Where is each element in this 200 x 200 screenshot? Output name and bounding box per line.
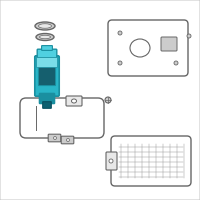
Ellipse shape xyxy=(118,31,122,35)
Ellipse shape xyxy=(118,61,122,65)
Ellipse shape xyxy=(40,35,50,39)
Ellipse shape xyxy=(35,22,55,30)
Ellipse shape xyxy=(187,34,191,38)
FancyBboxPatch shape xyxy=(43,102,51,108)
Ellipse shape xyxy=(109,159,113,163)
FancyBboxPatch shape xyxy=(108,20,188,76)
Ellipse shape xyxy=(130,39,150,57)
Ellipse shape xyxy=(174,61,178,65)
FancyBboxPatch shape xyxy=(161,37,177,51)
Ellipse shape xyxy=(72,99,76,103)
FancyBboxPatch shape xyxy=(36,58,58,68)
Ellipse shape xyxy=(105,97,111,103)
Ellipse shape xyxy=(36,33,54,40)
FancyBboxPatch shape xyxy=(48,134,61,142)
Ellipse shape xyxy=(38,24,52,28)
FancyBboxPatch shape xyxy=(37,49,57,58)
FancyBboxPatch shape xyxy=(111,136,191,186)
FancyBboxPatch shape xyxy=(106,152,117,170)
FancyBboxPatch shape xyxy=(42,46,52,50)
FancyBboxPatch shape xyxy=(61,136,74,144)
FancyBboxPatch shape xyxy=(66,96,82,106)
FancyBboxPatch shape xyxy=(38,64,56,86)
Ellipse shape xyxy=(54,136,57,140)
Ellipse shape xyxy=(66,138,70,142)
FancyBboxPatch shape xyxy=(35,56,59,96)
FancyBboxPatch shape xyxy=(39,93,55,104)
FancyBboxPatch shape xyxy=(20,98,104,138)
